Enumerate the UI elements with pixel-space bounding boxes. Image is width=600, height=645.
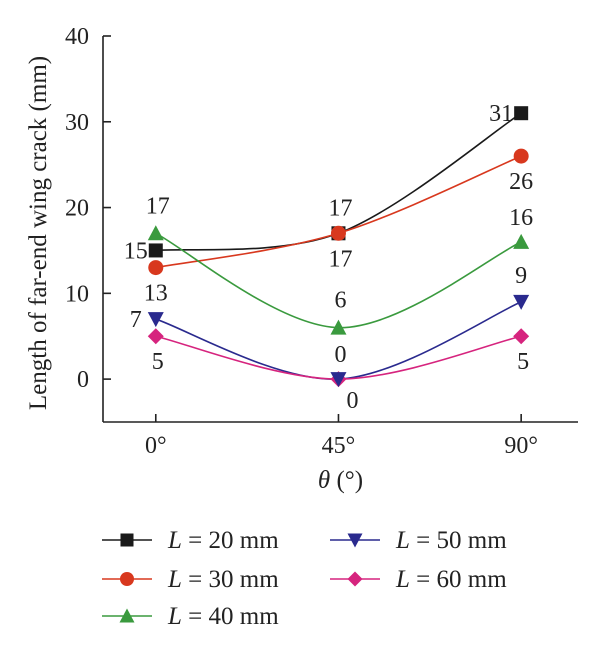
- data-point-3-1: [330, 372, 347, 388]
- axes: 0 10 20 30 40 0° 45° 90° θ (°) Length of far-end …: [25, 24, 578, 494]
- y-tick-label: 20: [65, 196, 89, 222]
- legend-label-variable: L: [395, 566, 410, 593]
- data-label-5: 17: [328, 195, 352, 221]
- legend-item-0: L = 20 mm: [102, 527, 279, 554]
- legend-label: L = 20 mm: [167, 527, 279, 554]
- data-label-13: 9: [515, 263, 527, 289]
- legend-label-variable: L: [167, 603, 182, 630]
- data-point-2-2: [513, 233, 530, 249]
- legend-item-4: L = 60 mm: [330, 566, 507, 593]
- legend-label-value: = 60 mm: [410, 566, 507, 593]
- legend-label: L = 30 mm: [167, 566, 279, 593]
- legend-marker: [120, 572, 134, 586]
- legend-marker: [120, 533, 134, 547]
- legend-label: L = 50 mm: [395, 527, 507, 554]
- data-point-3-2: [513, 294, 530, 310]
- data-point-3-0: [147, 312, 164, 328]
- data-label-4: 5: [152, 349, 164, 375]
- legend-item-2: L = 40 mm: [102, 603, 279, 630]
- y-tick-label: 30: [65, 110, 89, 136]
- x-axis-title-variable: θ: [318, 467, 330, 494]
- y-axis-title: Length of far-end wing crack (mm): [25, 56, 52, 410]
- legend-item-1: L = 30 mm: [102, 566, 279, 593]
- x-tick-label: 0°: [145, 433, 167, 459]
- data-label-9: 0: [346, 388, 358, 414]
- legend-label: L = 40 mm: [167, 603, 279, 630]
- y-tick-label: 40: [65, 24, 89, 50]
- legend-label-value: = 20 mm: [182, 527, 279, 554]
- x-tick-label: 45°: [322, 433, 356, 459]
- legend-label-value: = 30 mm: [182, 566, 279, 593]
- data-point-4-0: [147, 328, 164, 345]
- legend-item-3: L = 50 mm: [330, 527, 507, 554]
- data-point-0-2: [514, 106, 529, 121]
- data-label-0: 15: [124, 238, 148, 264]
- data-label-6: 17: [328, 246, 352, 272]
- data-label-8: 0: [334, 342, 346, 368]
- y-tick-label: 10: [65, 281, 89, 307]
- legend-label-variable: L: [167, 527, 182, 554]
- x-axis-title-unit: (°): [330, 467, 363, 494]
- data-label-14: 5: [517, 349, 529, 375]
- legend-marker: [119, 608, 135, 623]
- data-point-2-0: [147, 225, 164, 241]
- data-label-12: 16: [509, 205, 533, 231]
- data-point-1-2: [513, 148, 529, 164]
- legend-marker: [347, 571, 363, 587]
- y-tick-label: 0: [77, 367, 89, 393]
- data-point-1-0: [148, 260, 164, 276]
- legend-label-variable: L: [395, 527, 410, 554]
- legend-label-variable: L: [167, 566, 182, 593]
- data-point-0-0: [148, 243, 163, 258]
- data-point-2-1: [330, 319, 347, 335]
- data-point-1-1: [330, 225, 346, 241]
- data-label-7: 6: [334, 288, 346, 314]
- legend-marker: [347, 533, 363, 548]
- legend-label-value: = 50 mm: [410, 527, 507, 554]
- x-axis-title: θ (°): [318, 467, 363, 494]
- legend-label-value: = 40 mm: [182, 603, 279, 630]
- legend-label: L = 60 mm: [395, 566, 507, 593]
- data-point-4-2: [513, 328, 530, 345]
- legend: L = 20 mmL = 30 mmL = 40 mmL = 50 mmL = …: [102, 527, 507, 630]
- data-label-2: 13: [144, 281, 168, 307]
- data-label-1: 17: [146, 193, 170, 219]
- data-label-10: 31: [489, 101, 513, 127]
- series-markers: [147, 106, 530, 388]
- data-label-3: 7: [130, 307, 142, 333]
- data-label-11: 26: [509, 169, 533, 195]
- x-tick-label: 90°: [504, 433, 538, 459]
